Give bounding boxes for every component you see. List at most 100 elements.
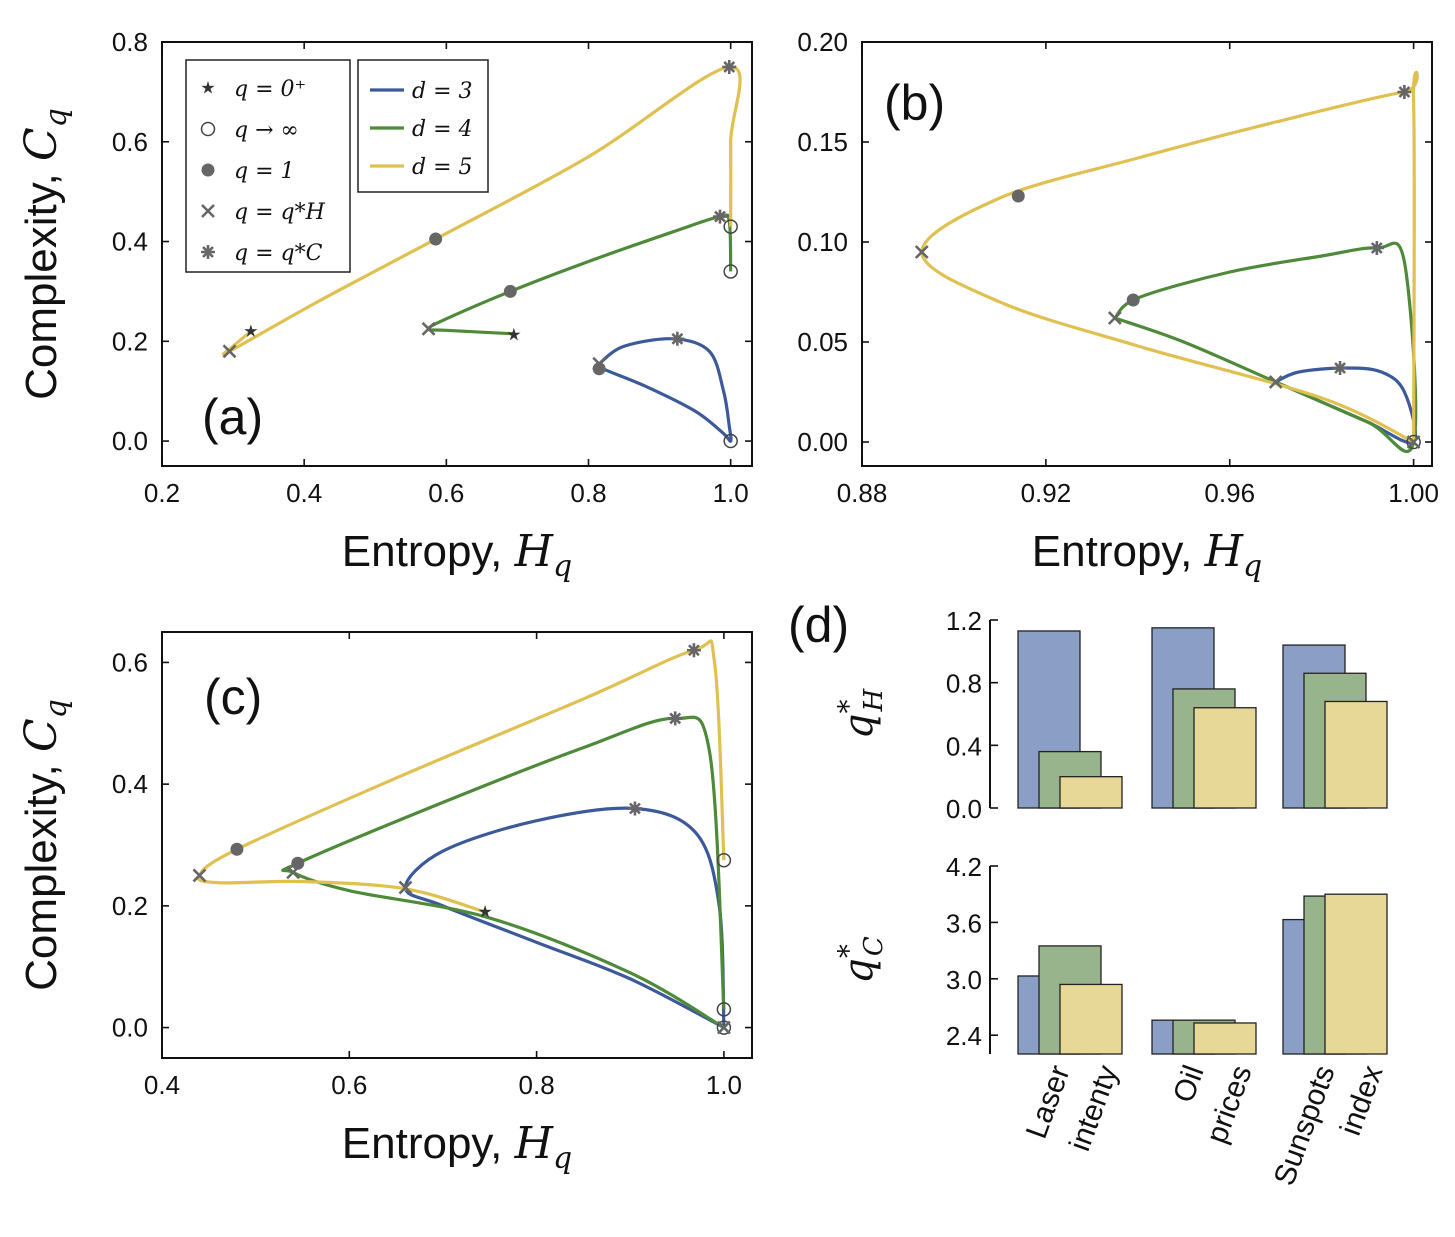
- y-tick-label: 0.8: [112, 27, 148, 57]
- marker-x: [1406, 435, 1421, 449]
- legend-marker-star: [201, 81, 215, 94]
- marker-star: [244, 324, 258, 337]
- marker-ast: [1369, 241, 1384, 255]
- x-tick-label: 1.0: [713, 478, 749, 508]
- y-tick-label: 0.6: [112, 647, 148, 677]
- panel-label: (c): [204, 669, 262, 725]
- marker-circle: [1406, 434, 1421, 450]
- category-label: Sunspots: [1268, 1061, 1342, 1190]
- x-tick-label: 0.92: [1021, 478, 1072, 508]
- legend-label: q → ∞: [234, 118, 299, 143]
- marker-dot: [230, 842, 244, 856]
- marker-circle: [716, 1020, 732, 1035]
- legend-label: q = q*C: [234, 241, 323, 266]
- marker-ast: [686, 643, 701, 658]
- y-tick-label: 0.05: [797, 327, 848, 357]
- category-label: Oil: [1167, 1061, 1211, 1107]
- y-tick-label: 4.2: [946, 852, 982, 882]
- series-line-d5: [920, 70, 1419, 444]
- y-tick-label: 2.4: [946, 1021, 982, 1051]
- y-tick-label: 0.15: [797, 127, 848, 157]
- y-tick-label: 0.2: [112, 326, 148, 356]
- marker-x: [398, 880, 413, 895]
- x-axis-label: Entropy, Hq: [342, 526, 572, 584]
- y-axis-label: q*H: [832, 688, 889, 740]
- series-line-d5: [197, 639, 726, 914]
- y-tick-label: 0.00: [797, 427, 848, 457]
- marker-ast: [1397, 85, 1412, 99]
- bar: [1059, 776, 1123, 809]
- marker-dot: [1126, 293, 1140, 307]
- legend-label: d = 5: [412, 155, 473, 180]
- marker-circle: [716, 852, 732, 868]
- marker-star: [507, 327, 521, 341]
- x-tick-label: 0.6: [331, 1070, 367, 1100]
- y-tick-label: 0.10: [797, 227, 848, 257]
- marker-x: [192, 868, 207, 883]
- marker-x: [421, 321, 436, 336]
- marker-circle: [723, 219, 738, 234]
- legend-marker-x: [201, 204, 215, 218]
- x-tick-label: 0.8: [570, 478, 606, 508]
- marker-circle: [716, 1002, 732, 1017]
- x-axis-label: Entropy, Hq: [342, 1118, 572, 1176]
- bar: [1193, 1022, 1257, 1055]
- qH-subplot: 0.0 0.4 0.8 1.2 q*H: [832, 606, 1388, 824]
- y-tick-label: 0.8: [946, 669, 982, 699]
- y-tick-label: 0.0: [112, 426, 148, 456]
- legend: q = 0⁺ q → ∞ q = 1 q = q*H q = q*C d = 3 d = 4…: [185, 59, 489, 273]
- y-tick-label: 3.0: [946, 965, 982, 995]
- series-line-d4: [281, 715, 726, 1029]
- x-tick-label: 0.96: [1204, 478, 1255, 508]
- series-line-d5: [221, 65, 742, 356]
- marker-ast: [627, 801, 642, 816]
- marker-ast: [1333, 361, 1348, 375]
- y-tick-label: 3.6: [946, 908, 982, 938]
- qC-subplot: 2.4 3.0 3.6 4.2 q*C: [832, 852, 1388, 1055]
- marker-ast: [670, 331, 685, 346]
- y-axis-label: q*C: [832, 936, 889, 984]
- marker-dot: [592, 362, 606, 376]
- legend-label: q = 0⁺: [234, 77, 306, 102]
- marker-star: [478, 904, 492, 918]
- panel-d: (d)0.00.40.81.2q*H2.43.03.64.2q*CLaserin…: [788, 597, 1390, 1190]
- panel-a: 0.2 0.4 0.6 0.8 1.0 0.0 0.2 0.4 0.6 0.8 (a) Entropy…: [16, 27, 753, 584]
- marker-dot: [1011, 189, 1025, 203]
- panel-c: 0.4 0.6 0.8 1.0 0.0 0.2 0.4 0.6 (c) Entropy, Hq Co…: [16, 631, 753, 1176]
- legend-markers-box: [185, 59, 351, 273]
- y-tick-label: 0.4: [946, 731, 982, 761]
- series-line-d4: [1113, 241, 1418, 453]
- x-tick-label: 0.4: [286, 478, 322, 508]
- series-line-d3: [403, 806, 726, 1029]
- panel-label: (b): [884, 75, 945, 131]
- legend-marker-dot: [201, 163, 215, 177]
- legend-marker-ast: [201, 245, 215, 259]
- marker-dot: [291, 856, 305, 870]
- marker-ast: [713, 209, 728, 224]
- marker-circle: [723, 433, 738, 449]
- panel-b: 0.88 0.92 0.96 1.00 0.00 0.05 0.10 0.15 0.20 (b) E…: [797, 27, 1439, 584]
- x-tick-label: 0.6: [428, 478, 464, 508]
- legend-lines-box: [357, 59, 489, 193]
- marker-ast: [668, 711, 683, 726]
- legend-label: q = q*H: [234, 200, 326, 225]
- plot-frame: [161, 631, 753, 1059]
- x-tick-label: 0.8: [519, 1070, 555, 1100]
- bar: [1059, 983, 1123, 1055]
- panel-label: (d): [788, 597, 849, 653]
- bar: [1193, 707, 1257, 809]
- marker-dot: [429, 232, 443, 246]
- x-tick-label: 1.0: [706, 1070, 742, 1100]
- plot-frame: [861, 41, 1433, 467]
- x-tick-label: 0.2: [144, 478, 180, 508]
- series-line-d3: [596, 337, 733, 443]
- marker-circle: [723, 264, 738, 279]
- plot-frame: [161, 41, 753, 467]
- marker-dot: [503, 284, 517, 298]
- marker-x: [222, 344, 237, 359]
- legend-label: q = 1: [234, 159, 295, 184]
- series-line-d4: [426, 213, 733, 336]
- y-tick-label: 0.6: [112, 127, 148, 157]
- y-tick-label: 1.2: [946, 606, 982, 636]
